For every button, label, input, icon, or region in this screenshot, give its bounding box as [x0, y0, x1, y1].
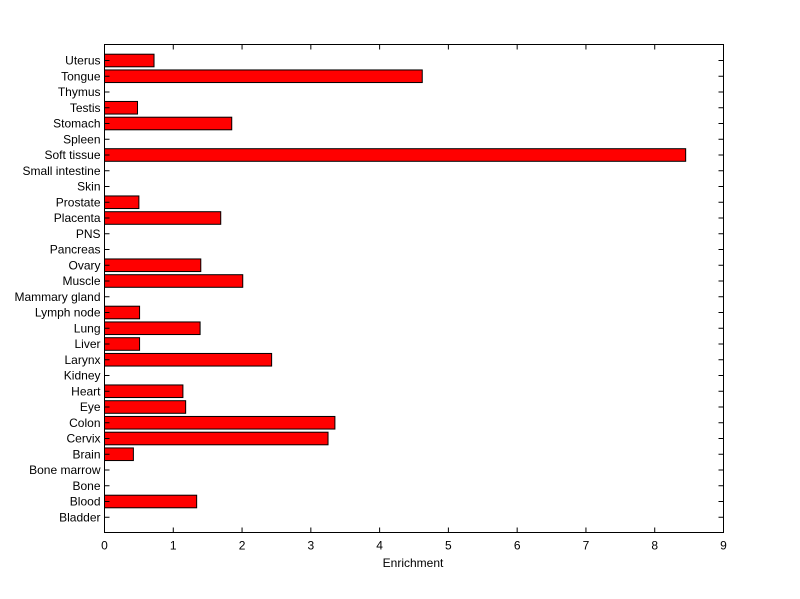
bar-stomach	[104, 116, 233, 131]
bar-placenta	[104, 211, 222, 225]
bar-blood	[104, 494, 198, 509]
bar-tongue	[104, 69, 423, 84]
y-tick-label: Eye	[80, 400, 101, 414]
x-tick-label: 9	[720, 539, 727, 553]
y-tick-label: Bone marrow	[29, 463, 101, 477]
x-tick-label: 7	[583, 539, 590, 553]
y-tick-label: Liver	[74, 337, 100, 351]
y-tick-label: Bladder	[59, 510, 100, 524]
bar-soft-tissue	[104, 148, 687, 162]
y-tick-label: Ovary	[68, 258, 100, 272]
y-tick-label: Lung	[74, 321, 101, 335]
bar-heart	[104, 384, 184, 399]
y-tick-label: Larynx	[64, 353, 100, 367]
y-tick-label: Tongue	[61, 69, 101, 83]
bar-eye	[104, 400, 187, 414]
x-tick-label: 5	[445, 539, 452, 553]
bar-colon	[104, 415, 336, 430]
x-tick-label: 1	[170, 539, 177, 553]
x-tick-label: 0	[101, 539, 108, 553]
y-tick-label: Thymus	[58, 85, 101, 99]
x-tick-label: 4	[376, 539, 383, 553]
y-tick-label: Muscle	[62, 274, 100, 288]
y-tick-label: Soft tissue	[44, 148, 100, 162]
y-tick-label: Skin	[77, 180, 100, 194]
plot-area	[104, 44, 724, 533]
x-ticks-group: 0 1 2 3 4 5 6 7 8 9	[101, 44, 727, 553]
x-tick-label: 2	[239, 539, 246, 553]
bar-lymph-node	[104, 305, 141, 320]
y-tick-label: Pancreas	[50, 243, 101, 257]
bar-muscle	[104, 274, 244, 288]
y-tick-label: Spleen	[63, 132, 100, 146]
y-tick-label: PNS	[76, 227, 101, 241]
y-tick-label: Testis	[70, 101, 101, 115]
bar-cervix	[104, 431, 329, 446]
y-tick-label: Colon	[69, 416, 100, 430]
y-tick-label: Placenta	[54, 211, 101, 225]
y-tick-label: Lymph node	[35, 306, 101, 320]
x-axis-label: Enrichment	[383, 556, 444, 570]
x-tick-label: 8	[651, 539, 658, 553]
bar-uterus	[104, 53, 155, 68]
bar-liver	[104, 337, 141, 351]
y-tick-label: Blood	[70, 495, 101, 509]
bar-prostate	[104, 195, 140, 210]
x-tick-label: 6	[514, 539, 521, 553]
bar-larynx	[104, 352, 273, 367]
y-tick-label: Bone	[72, 479, 100, 493]
x-tick-label: 3	[307, 539, 314, 553]
y-tick-label: Prostate	[56, 195, 101, 209]
y-tick-label: Cervix	[66, 432, 100, 446]
bar-lung	[104, 321, 201, 336]
y-tick-label: Heart	[71, 384, 101, 398]
y-tick-label: Stomach	[53, 117, 100, 131]
y-tick-label: Small intestine	[22, 164, 100, 178]
bars-group	[104, 53, 687, 509]
y-tick-label: Mammary gland	[14, 290, 100, 304]
y-tick-label: Uterus	[65, 54, 100, 68]
bar-ovary	[104, 258, 202, 273]
y-tick-label: Brain	[72, 447, 100, 461]
y-tick-label: Kidney	[64, 369, 101, 383]
